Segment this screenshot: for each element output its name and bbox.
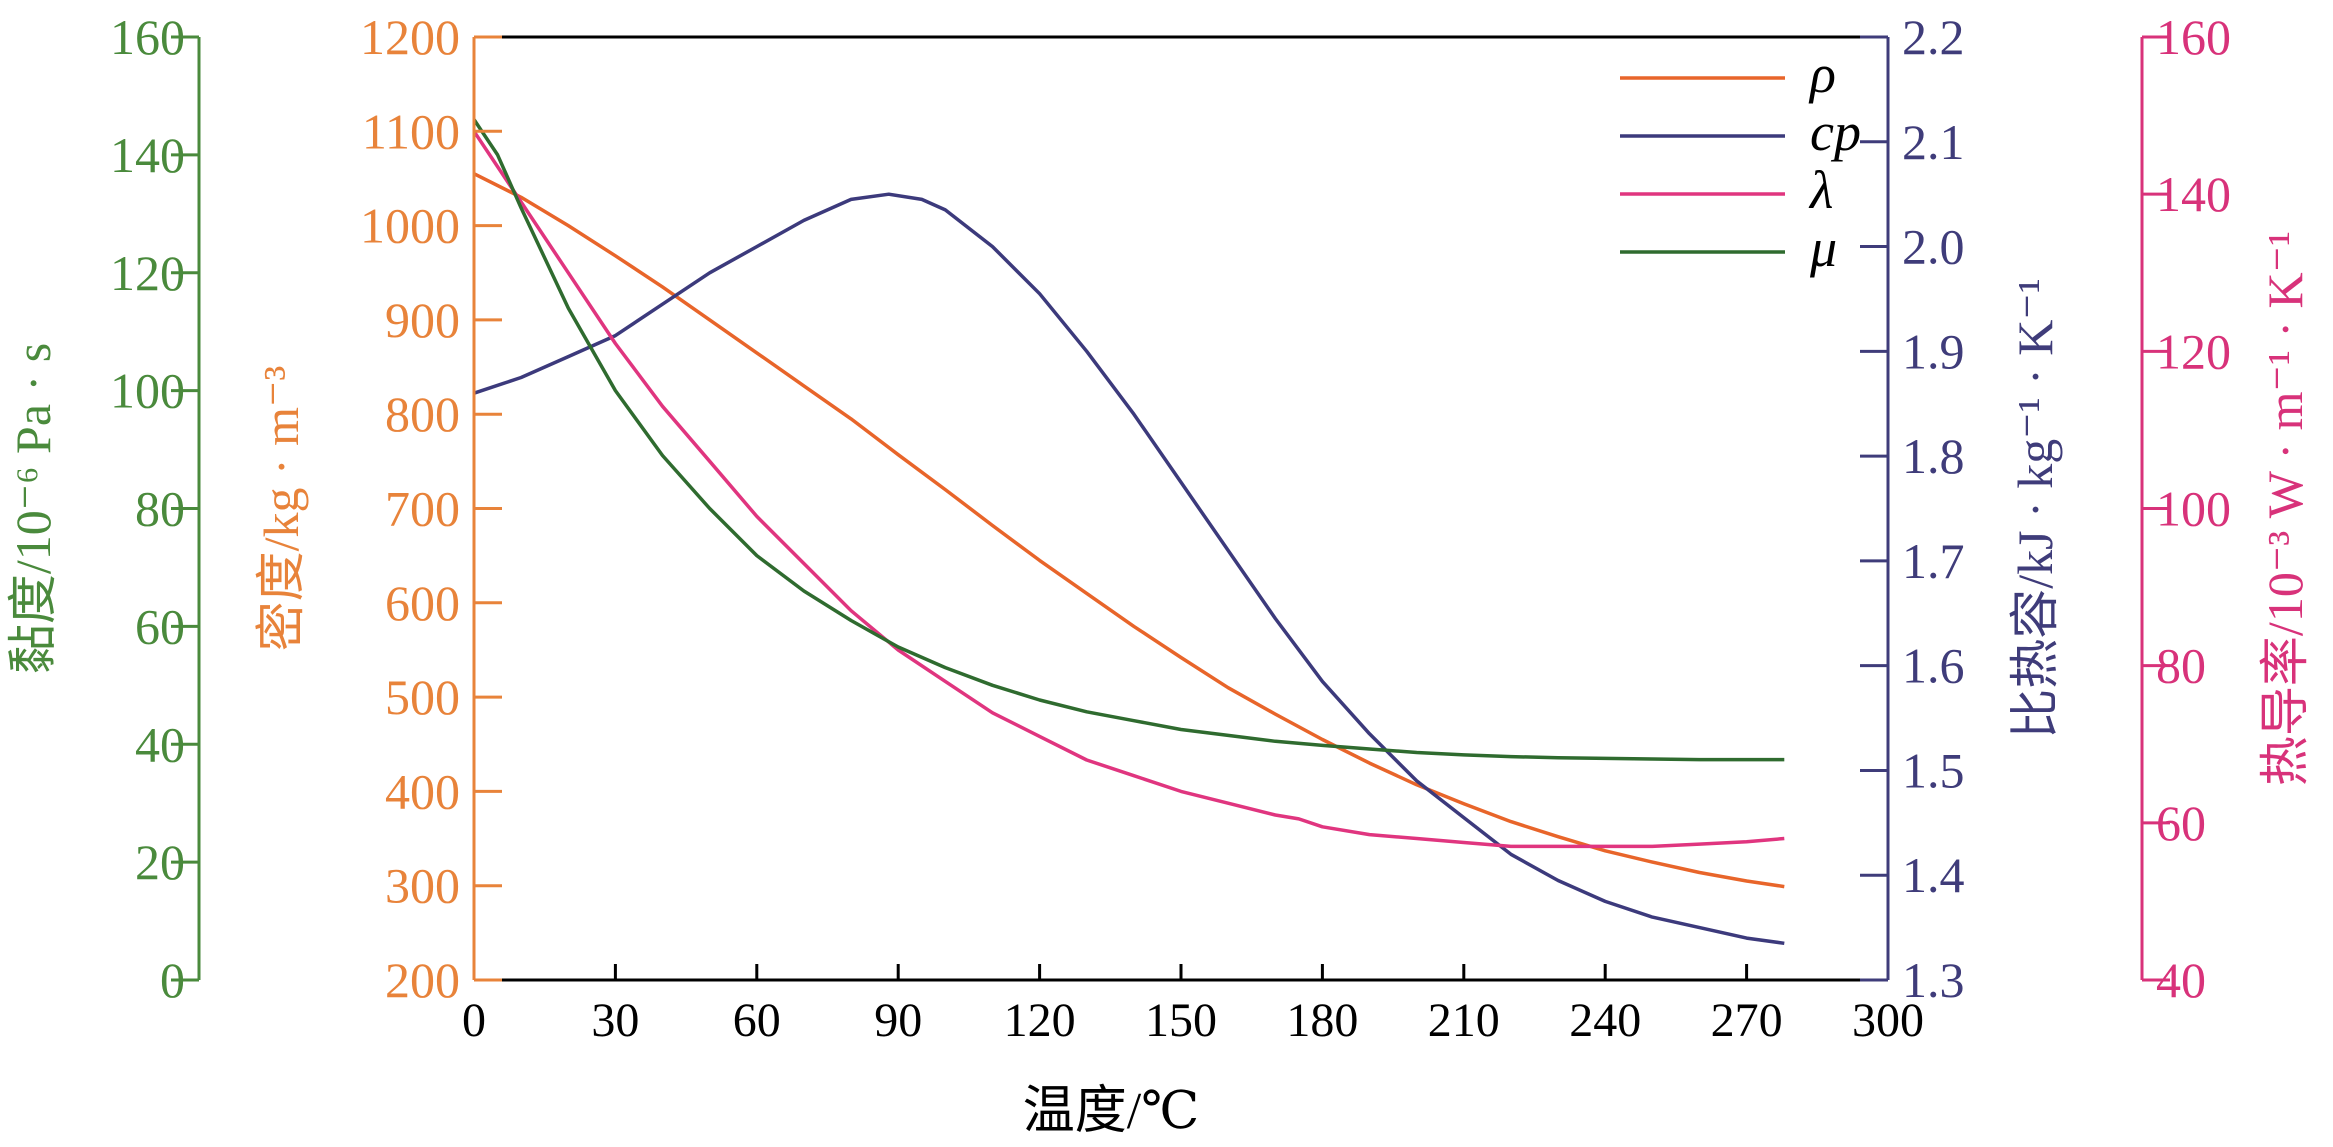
viscosity-tick-label: 0: [160, 952, 185, 1008]
x-tick-label: 210: [1428, 994, 1500, 1047]
plot-area: [472, 118, 1785, 946]
legend-label-0: ρ: [1808, 44, 1836, 104]
conductivity-tick-label: 60: [2156, 795, 2206, 851]
viscosity-tick-label: 60: [135, 598, 185, 654]
viscosity-tick-label: 20: [135, 834, 185, 890]
density-tick-label: 1000: [360, 198, 460, 254]
x-axis-title: 温度/℃: [1023, 1083, 1200, 1140]
legend-label-1: cp: [1810, 102, 1861, 162]
series-line-0: [473, 172, 1785, 889]
cp-tick-label: 1.6: [1902, 638, 1965, 694]
x-tick-label: 150: [1145, 994, 1217, 1047]
cp-tick-label: 1.7: [1902, 533, 1965, 589]
x-tick-label: 120: [1004, 994, 1076, 1047]
cp-axis-title: 比热容/kJ · kg⁻¹ · K⁻¹: [2007, 278, 2063, 739]
density-tick-label: 700: [385, 481, 460, 537]
viscosity-tick-label: 120: [110, 245, 185, 301]
legend-label-2: λ: [1808, 160, 1833, 220]
density-tick-label: 200: [385, 952, 460, 1008]
density-axis-title: 密度/kg · m⁻³: [253, 366, 309, 652]
legend-label-3: μ: [1809, 218, 1837, 278]
x-tick-label: 300: [1852, 994, 1924, 1047]
density-tick-label: 1200: [360, 9, 460, 65]
viscosity-tick-label: 100: [110, 363, 185, 419]
series-line-1: [473, 192, 1785, 946]
density-tick-label: 1100: [362, 103, 460, 159]
conductivity-tick-label: 120: [2156, 323, 2231, 379]
conductivity-tick-label: 80: [2156, 638, 2206, 694]
conductivity-axis-title: 热导率/10⁻³ W · m⁻¹ · K⁻¹: [2257, 231, 2313, 786]
density-tick-label: 500: [385, 669, 460, 725]
density-tick-label: 800: [385, 386, 460, 442]
viscosity-tick-label: 140: [110, 127, 185, 183]
axes-group: 0 30 60 90 120 150 180 210 240 270 300 温度/℃ 0 20 40 60 8…: [5, 9, 2313, 1140]
viscosity-tick-label: 40: [135, 716, 185, 772]
x-tick-label: 270: [1711, 994, 1783, 1047]
density-tick-label: 600: [385, 575, 460, 631]
x-tick-label: 90: [874, 994, 922, 1047]
cp-tick-label: 1.5: [1902, 742, 1965, 798]
x-tick-label: 30: [591, 994, 639, 1047]
cp-tick-label: 2.1: [1902, 114, 1965, 170]
x-tick-label: 0: [462, 994, 486, 1047]
x-tick-label: 240: [1569, 994, 1641, 1047]
cp-tick-label: 1.9: [1902, 323, 1965, 379]
cp-tick-label: 1.3: [1902, 952, 1965, 1008]
viscosity-tick-label: 80: [135, 481, 185, 537]
conductivity-tick-label: 160: [2156, 9, 2231, 65]
cp-tick-label: 2.2: [1902, 9, 1965, 65]
conductivity-tick-label: 140: [2156, 166, 2231, 222]
conductivity-tick-label: 100: [2156, 481, 2231, 537]
x-tick-label: 60: [733, 994, 781, 1047]
cp-tick-label: 1.8: [1902, 428, 1965, 484]
viscosity-axis-title: 黏度/10⁻⁶ Pa · s: [5, 343, 61, 674]
density-tick-label: 400: [385, 763, 460, 819]
series-line-3: [472, 118, 1785, 762]
cp-tick-label: 2.0: [1902, 219, 1965, 275]
x-tick-label: 180: [1286, 994, 1358, 1047]
cp-tick-label: 1.4: [1902, 847, 1965, 903]
density-tick-label: 300: [385, 858, 460, 914]
series-line-2: [472, 130, 1785, 849]
viscosity-tick-label: 160: [110, 9, 185, 65]
density-tick-label: 900: [385, 292, 460, 348]
conductivity-tick-label: 40: [2156, 952, 2206, 1008]
